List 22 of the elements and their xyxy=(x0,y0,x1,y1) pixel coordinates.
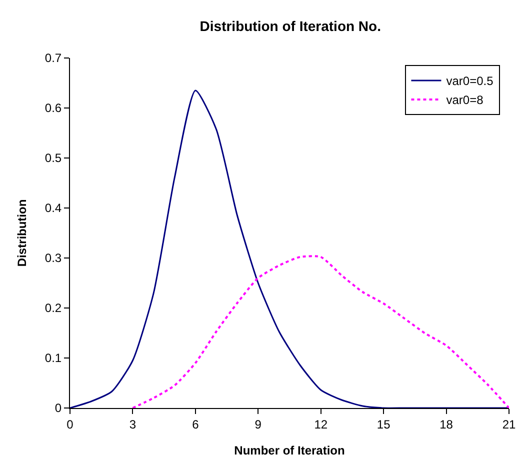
x-tick-label: 6 xyxy=(192,417,200,432)
y-tick-label: 0.3 xyxy=(44,251,62,266)
x-tick-label: 15 xyxy=(376,417,391,432)
x-tick-label: 9 xyxy=(254,417,262,432)
x-tick-label: 18 xyxy=(440,417,454,432)
x-tick-label: 3 xyxy=(129,417,136,432)
x-axis-title: Number of Iteration xyxy=(234,443,345,458)
y-tick-label: 0.4 xyxy=(44,201,62,216)
y-tick-label: 0 xyxy=(54,401,62,416)
y-tick-label: 0.1 xyxy=(44,351,62,366)
y-tick-label: 0.7 xyxy=(44,51,62,66)
y-tick-label: 0.2 xyxy=(44,301,62,316)
line-series xyxy=(132,255,509,408)
legend-label: var0=0.5 xyxy=(446,74,494,88)
y-tick-label: 0.6 xyxy=(44,101,62,116)
x-tick-label: 21 xyxy=(502,417,516,432)
chart-title: Distribution of Iteration No. xyxy=(200,18,382,34)
x-tick-label: 0 xyxy=(66,417,74,432)
legend-label: var0=8 xyxy=(446,93,484,108)
x-tick-label: 12 xyxy=(314,417,328,432)
y-axis-title: Distribution xyxy=(15,199,30,267)
y-tick-label: 0.5 xyxy=(44,151,62,166)
